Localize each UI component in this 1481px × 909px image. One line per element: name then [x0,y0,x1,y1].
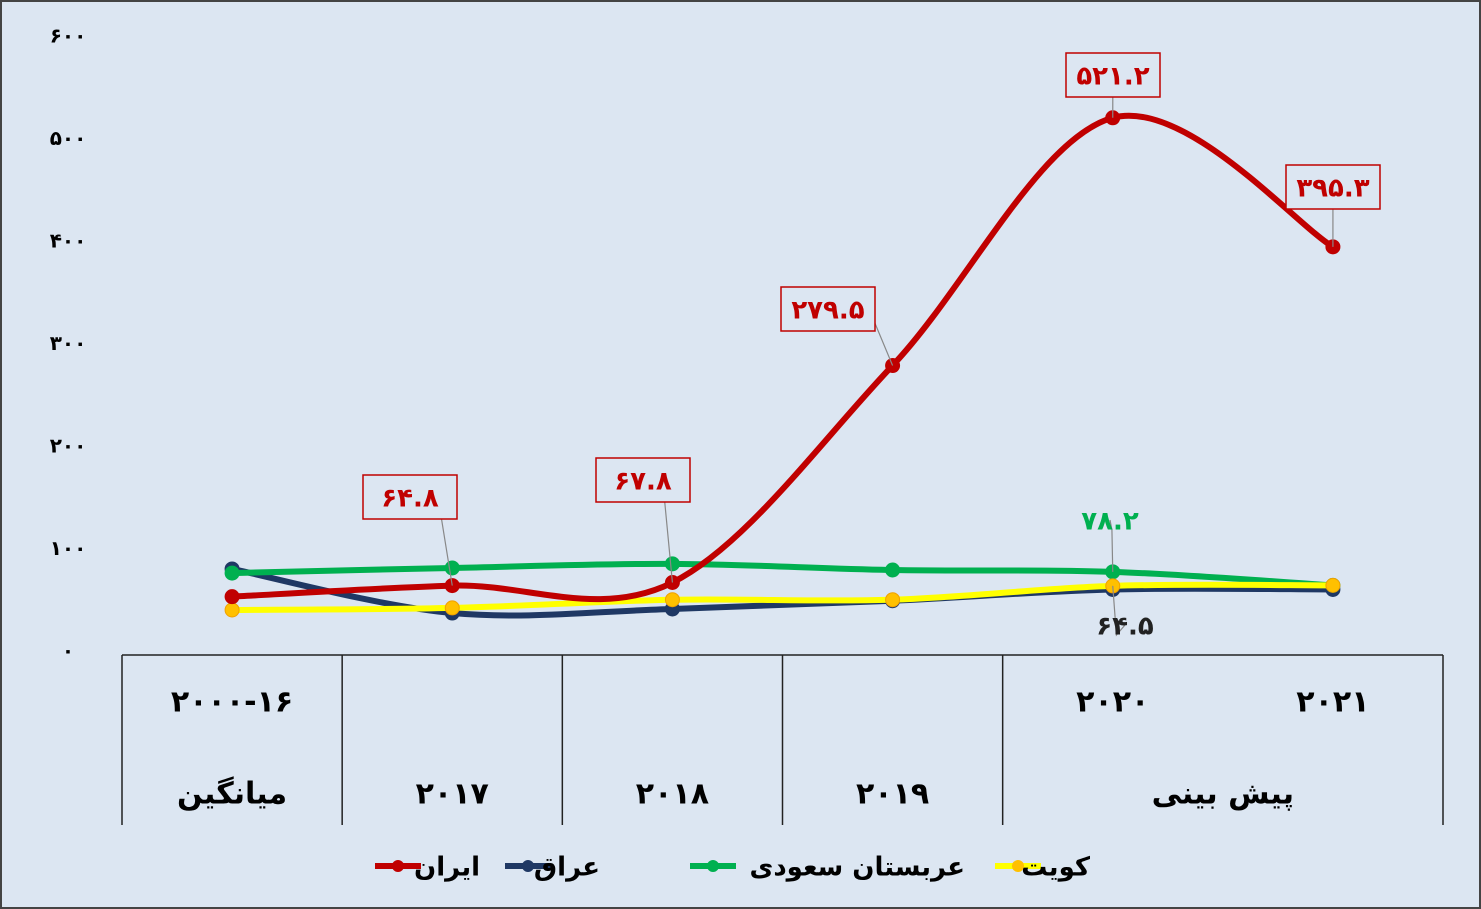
point-marker [664,592,680,608]
point-marker [664,556,680,572]
data-label: ۲۷۹.۵ [791,296,864,326]
legend-label: عربستان سعودی [750,853,966,883]
point-marker [444,560,460,576]
leader-line [1109,519,1114,572]
legend-marker [522,860,534,872]
legend-marker [707,860,719,872]
data-label: ۷۸.۲ [1081,507,1139,537]
y-tick-label: ۲۰۰ [50,434,87,458]
label-box [1065,52,1161,98]
data-label: ۵۲۱.۲ [1076,62,1149,92]
y-tick-label: ۶۰۰ [50,24,87,48]
point-marker [885,592,901,608]
y-tick-label: ۳۰۰ [50,331,87,355]
point-marker [224,602,240,618]
legend-label: عراق [534,853,600,883]
category-group-label: پیش بینی [1152,777,1294,812]
x-tick-label: ۲۰۱۹ [856,777,929,812]
point-marker [224,565,240,581]
series-line [229,581,1336,613]
y-tick-label: ۰ [62,639,74,663]
label-box [595,457,691,503]
point-marker [224,589,240,605]
label-box [362,474,458,520]
data-label: ۶۴.۸ [381,484,439,514]
label-box [1285,164,1381,210]
x-tick-label: ۲۰۱۷ [416,777,489,812]
label-box [780,286,876,332]
x-tick-label: ۲۰۲۱ [1296,685,1369,720]
legend-marker [392,860,404,872]
leader-line [1112,585,1126,637]
point-marker [1325,577,1341,593]
y-tick-label: ۴۰۰ [50,229,87,253]
data-label: ۳۹۵.۳ [1296,174,1369,204]
x-tick-label: ۲۰۲۰ [1076,685,1149,720]
legend-marker [1012,860,1024,872]
point-marker [885,562,901,578]
x-tick-label: ۲۰۱۸ [636,777,709,812]
series-line [229,560,1336,589]
legend-label: ایران [414,853,480,883]
data-label: ۶۷.۸ [614,467,672,497]
legend-label: کویت [1021,853,1091,883]
category-group-label: میانگین [177,776,287,812]
point-marker [444,600,460,616]
y-tick-label: ۵۰۰ [50,126,87,150]
x-tick-label: ۲۰۰۰-۱۶ [171,685,293,720]
y-tick-label: ۱۰۰ [50,536,87,560]
data-label: ۶۴.۵ [1096,612,1154,642]
